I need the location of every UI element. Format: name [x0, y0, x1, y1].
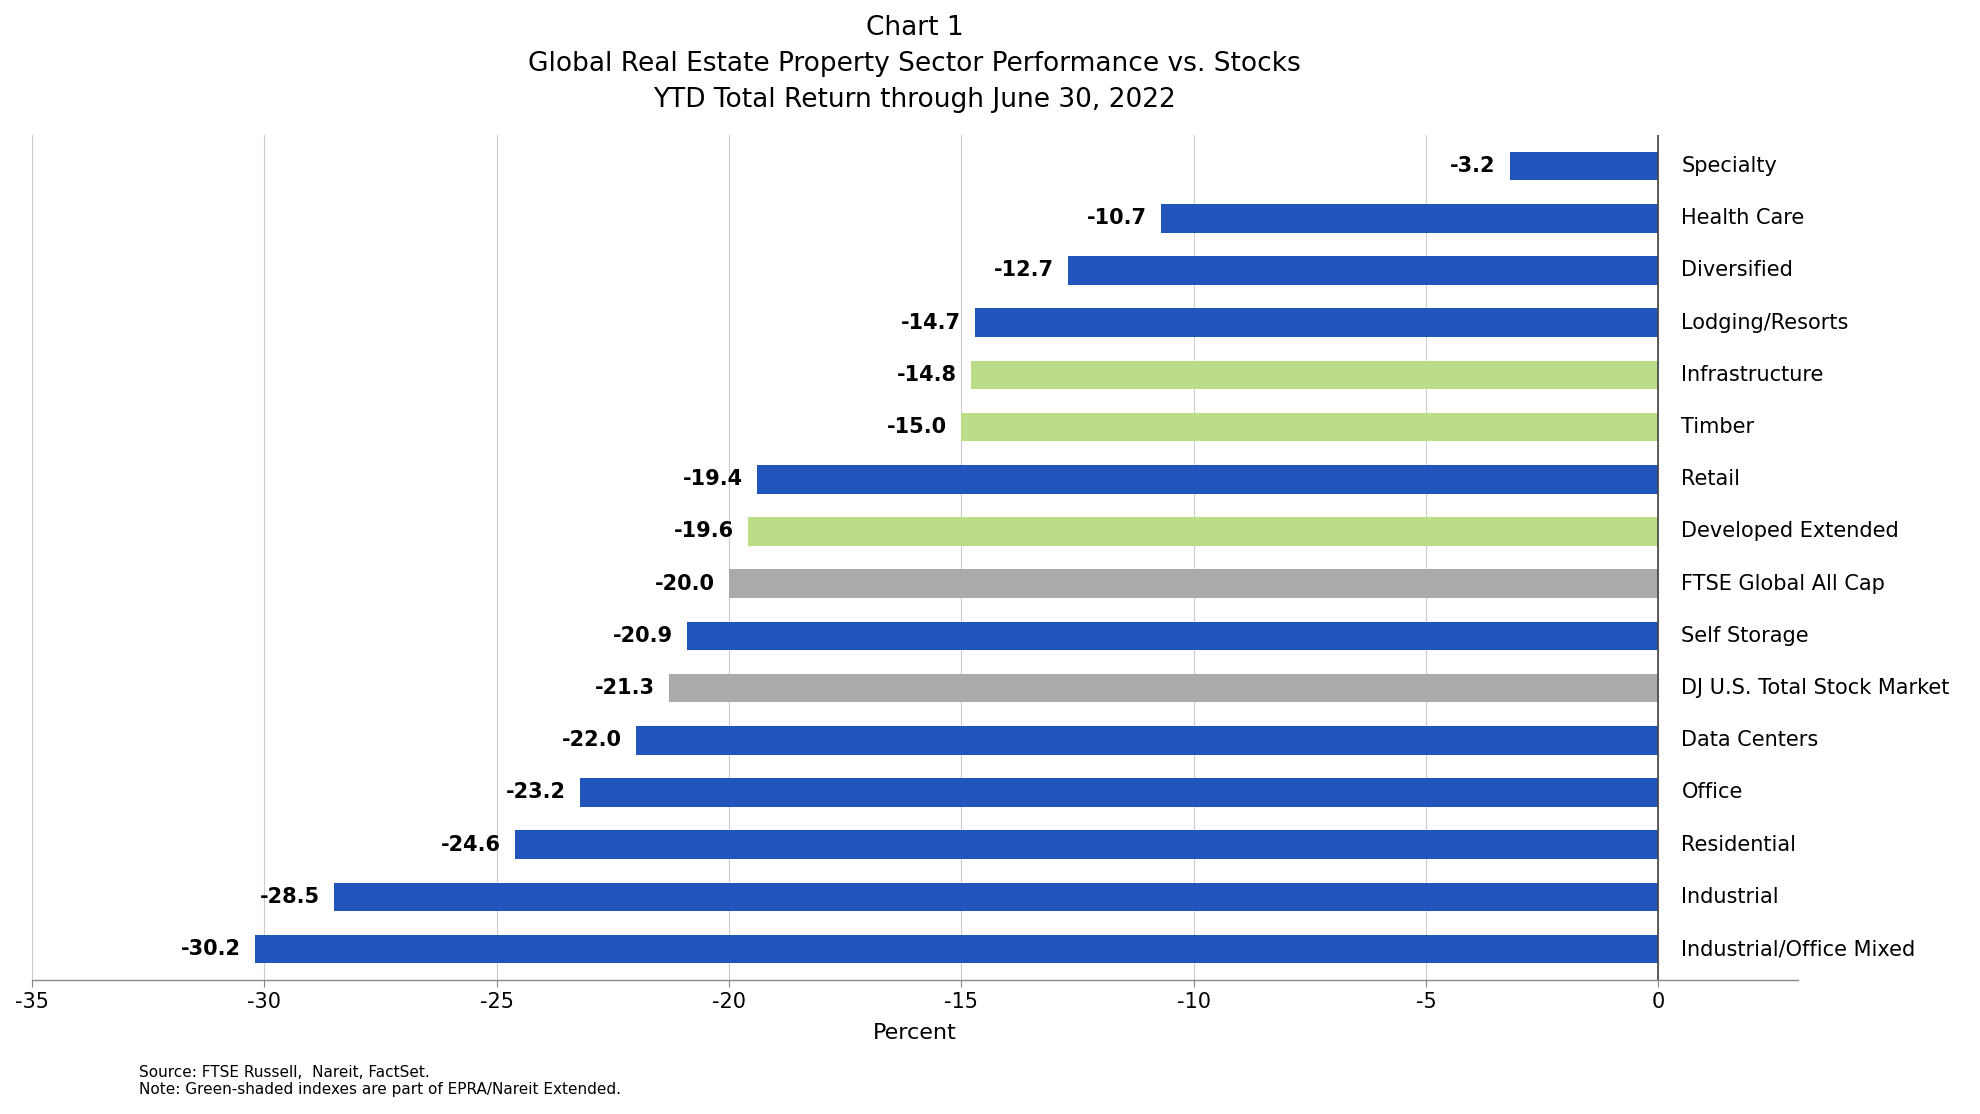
Text: Industrial/Office Mixed: Industrial/Office Mixed — [1681, 939, 1917, 959]
Bar — [1160, 204, 1657, 233]
Text: -20.0: -20.0 — [655, 574, 715, 594]
Text: -23.2: -23.2 — [507, 782, 566, 802]
Text: DJ U.S. Total Stock Market: DJ U.S. Total Stock Market — [1681, 678, 1950, 698]
Bar — [255, 935, 1657, 964]
Text: Infrastructure: Infrastructure — [1681, 365, 1824, 385]
Text: -24.6: -24.6 — [442, 834, 501, 854]
Text: -30.2: -30.2 — [180, 939, 242, 959]
Text: Health Care: Health Care — [1681, 208, 1804, 228]
Text: Retail: Retail — [1681, 469, 1740, 489]
Bar — [669, 674, 1657, 703]
Text: Self Storage: Self Storage — [1681, 626, 1810, 646]
Text: Industrial: Industrial — [1681, 887, 1780, 907]
Text: -15.0: -15.0 — [887, 417, 946, 437]
Text: -19.6: -19.6 — [673, 521, 733, 541]
Bar — [970, 361, 1657, 389]
Text: -22.0: -22.0 — [562, 731, 622, 750]
Text: Office: Office — [1681, 782, 1742, 802]
Bar — [976, 309, 1657, 338]
Title: Chart 1
Global Real Estate Property Sector Performance vs. Stocks
YTD Total Retu: Chart 1 Global Real Estate Property Sect… — [529, 14, 1301, 113]
Text: -10.7: -10.7 — [1087, 208, 1146, 228]
Bar — [636, 726, 1657, 754]
Bar — [729, 569, 1657, 598]
Text: -21.3: -21.3 — [594, 678, 655, 698]
Text: -20.9: -20.9 — [614, 626, 673, 646]
Bar — [756, 465, 1657, 494]
Bar — [687, 622, 1657, 651]
Text: -14.7: -14.7 — [901, 313, 960, 333]
Text: -28.5: -28.5 — [259, 887, 321, 907]
Text: Lodging/Resorts: Lodging/Resorts — [1681, 313, 1849, 333]
Text: Specialty: Specialty — [1681, 156, 1778, 176]
Text: Diversified: Diversified — [1681, 261, 1794, 281]
Bar — [748, 517, 1657, 546]
Text: Source: FTSE Russell,  Nareit, FactSet.
Note: Green-shaded indexes are part of E: Source: FTSE Russell, Nareit, FactSet. N… — [139, 1065, 620, 1097]
Text: -14.8: -14.8 — [897, 365, 956, 385]
Bar — [335, 882, 1657, 911]
Text: Data Centers: Data Centers — [1681, 731, 1820, 750]
Text: -19.4: -19.4 — [683, 469, 742, 489]
Text: Residential: Residential — [1681, 834, 1796, 854]
Bar — [1067, 256, 1657, 285]
Text: Developed Extended: Developed Extended — [1681, 521, 1899, 541]
Bar — [960, 412, 1657, 441]
Text: FTSE Global All Cap: FTSE Global All Cap — [1681, 574, 1885, 594]
Text: -12.7: -12.7 — [994, 261, 1053, 281]
Bar — [1509, 152, 1657, 180]
Text: -3.2: -3.2 — [1449, 156, 1495, 176]
Bar — [580, 778, 1657, 807]
X-axis label: Percent: Percent — [873, 1024, 956, 1044]
Bar — [515, 830, 1657, 859]
Text: Timber: Timber — [1681, 417, 1754, 437]
